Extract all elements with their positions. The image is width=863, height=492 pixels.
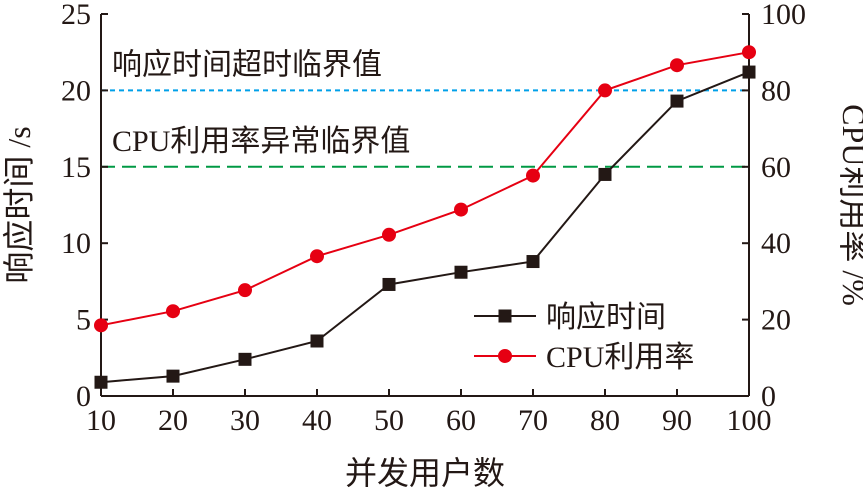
y-left-tick-label: 25 [61,0,91,31]
cpu-usage-point [742,45,756,60]
response-time-point [670,94,684,108]
legend-marker-response-time [498,309,512,323]
response-time-point [526,255,540,269]
x-tick-label: 60 [446,404,476,437]
x-tick-label: 10 [86,404,116,437]
cpu-usage-point [598,83,612,98]
y-left-tick-label: 0 [76,380,91,413]
cpu-usage-point [382,227,396,242]
legend-label-cpu-usage: CPU利用率 [546,341,694,374]
y-axis-right-label: CPU利用率 /% [836,104,863,306]
y-right-tick-label: 0 [761,380,776,413]
cpu-usage-point [94,318,108,333]
cpu-usage-series-line [100,51,750,327]
response-time-point [598,167,612,181]
x-tick-label: 40 [302,404,332,437]
cpu-usage-point [670,58,684,73]
cpu-usage-point [310,249,324,264]
y-right-tick-label: 20 [761,304,791,337]
legend-label-response-time: 响应时间 [546,301,666,334]
x-tick-label: 20 [158,404,188,437]
y-left-tick-label: 10 [61,227,91,260]
y-right-tick-label: 100 [761,0,806,31]
response-time-point [742,65,756,79]
x-tick-label: 50 [374,404,404,437]
y-right-tick-label: 40 [761,227,791,260]
x-tick-label: 30 [230,404,260,437]
cpu-anomaly-threshold-label: CPU利用率异常临界值 [112,125,410,158]
cpu-usage-point [526,168,540,183]
response-time-point [382,277,396,291]
response-time-point [166,369,180,383]
cpu-usage-point [454,202,468,217]
x-tick-label: 100 [727,404,772,437]
legend: 响应时间 CPU利用率 [474,301,694,374]
y-left-tick-label: 15 [61,151,91,184]
y-right-tick-label: 80 [761,74,791,107]
y-left-tick-label: 5 [76,304,91,337]
legend-marker-cpu-usage [498,349,512,363]
cpu-usage-point [166,304,180,319]
response-time-point [94,375,108,389]
response-time-point [238,352,252,366]
y-left-tick-label: 20 [61,74,91,107]
response-time-point [454,265,468,279]
x-tick-label: 70 [518,404,548,437]
x-axis-label: 并发用户数 [345,455,505,491]
x-tick-label: 90 [662,404,692,437]
response-time-series-line [100,71,750,384]
x-tick-label: 80 [590,404,620,437]
response-time-point [310,334,324,348]
y-axis-left-label: 响应时间 /s [1,126,37,283]
plot-area: 10 20 30 40 50 60 70 80 90 1000510152025020406080… [61,0,806,437]
cpu-usage-point [238,283,252,298]
response-timeout-threshold-label: 响应时间超时临界值 [112,48,382,81]
y-right-tick-label: 60 [761,151,791,184]
